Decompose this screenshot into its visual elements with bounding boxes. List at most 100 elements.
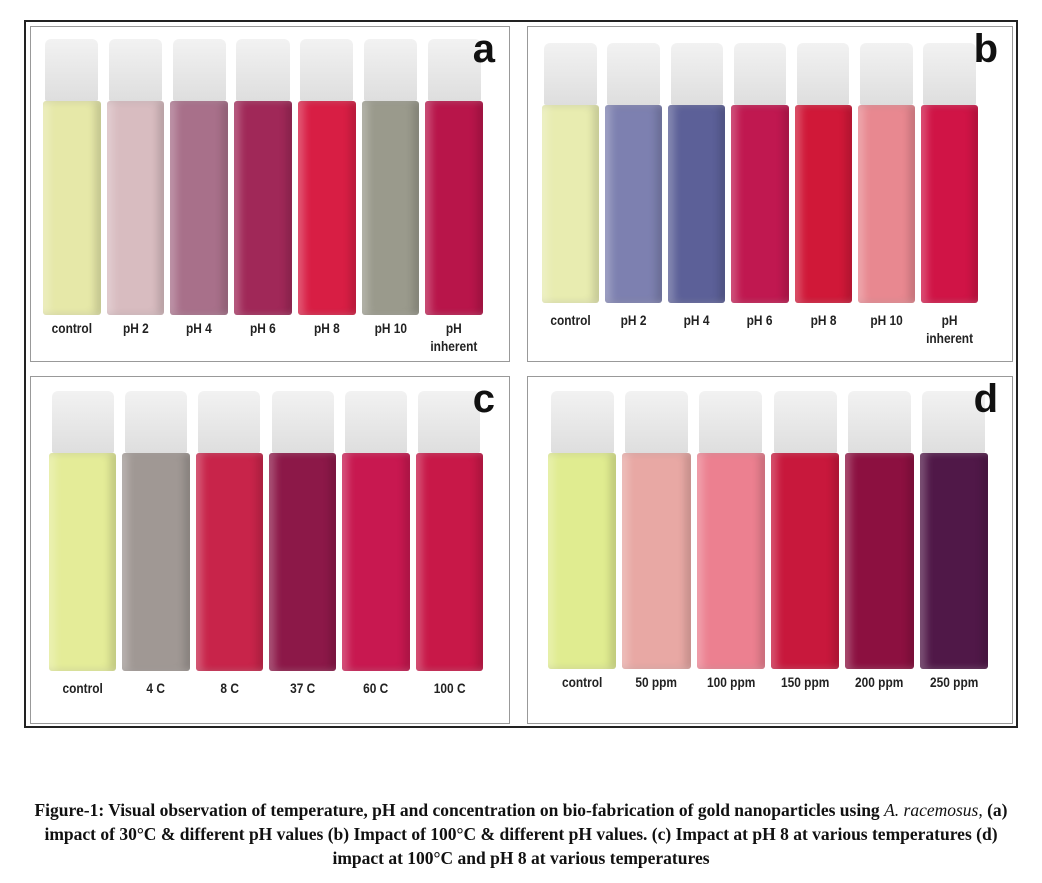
vial-cap (733, 43, 787, 105)
vial (845, 391, 914, 669)
vial-label: pH 8 (313, 320, 340, 336)
vial-cap (300, 39, 354, 101)
vial-cap (427, 39, 481, 101)
vial (542, 43, 600, 303)
vial-liquid (122, 453, 190, 671)
vial-cap (550, 391, 614, 453)
vial-cap (109, 39, 163, 101)
vial-cap (922, 391, 986, 453)
vial (622, 391, 691, 669)
vial-liquid (668, 105, 726, 303)
vial (771, 391, 840, 669)
vial-liquid (297, 101, 356, 315)
vial-cap (796, 43, 850, 105)
vial-liquid (106, 101, 165, 315)
panel: control 50 ppm 100 ppm 150 ppm 200 ppm 250 pp… (527, 376, 1013, 724)
vial-liquid (771, 453, 840, 669)
vial-liquid (920, 105, 978, 303)
vial-liquid (342, 453, 410, 671)
vial (234, 39, 292, 315)
panel: control pH 2 pH 4 pH 6 pH 8 pH 10 pH inherent b (527, 26, 1013, 362)
vial (668, 43, 726, 303)
vial-liquid (696, 453, 765, 669)
vial-cap (859, 43, 913, 105)
vial-label: control (62, 680, 103, 696)
figure-frame (24, 20, 1018, 728)
vial-cap (236, 39, 290, 101)
vial (269, 391, 337, 671)
vial-cap (271, 391, 334, 453)
vial-cap (773, 391, 837, 453)
vial-liquid (857, 105, 915, 303)
vial (425, 39, 483, 315)
vial-label: pH 10 (374, 320, 407, 336)
vial-cap (198, 391, 261, 453)
vial-label: 150 ppm (781, 674, 830, 690)
vial (605, 43, 663, 303)
panel-letter: d (973, 377, 998, 421)
vial-liquid (195, 453, 263, 671)
vial-label: control (550, 312, 591, 328)
vial-label: pH 4 (683, 312, 710, 328)
vial (361, 39, 420, 315)
vial-label: 8 C (220, 680, 239, 696)
vial (794, 43, 852, 303)
vial-label: pH 8 (810, 312, 837, 328)
vial-liquid (170, 101, 229, 315)
vial-cap (848, 391, 911, 453)
caption-lead: Figure-1: Visual observation of temperat… (34, 800, 880, 820)
vial-cap (544, 43, 597, 105)
vial-cap (923, 43, 976, 105)
vial (195, 391, 263, 671)
vial-label: 250 ppm (929, 674, 978, 690)
vial-cap (45, 39, 99, 101)
vial-label: pH inherent (925, 312, 973, 346)
vial-liquid (845, 453, 914, 669)
vial-liquid (43, 101, 101, 315)
vial-liquid (794, 105, 852, 303)
vial-label: pH 10 (870, 312, 903, 328)
caption-species: A. racemosus, (884, 800, 983, 820)
vial-liquid (542, 105, 600, 303)
vial-label: 60 C (363, 680, 389, 696)
vial-label: pH 6 (250, 320, 276, 336)
vial-cap (418, 391, 481, 453)
vial (170, 39, 229, 315)
vial-label: control (51, 320, 93, 336)
panel-letter: b (973, 27, 998, 71)
vial-label: 200 ppm (855, 674, 904, 690)
vial (919, 391, 988, 669)
vial (415, 391, 483, 671)
vial-liquid (234, 101, 292, 315)
vial (731, 43, 789, 303)
vial-label: 100 ppm (706, 674, 755, 690)
vial-label: pH inherent (430, 320, 478, 354)
vial-liquid (415, 453, 483, 671)
vial-label: pH 6 (747, 312, 773, 328)
vial (920, 43, 978, 303)
vial-cap (125, 391, 187, 453)
vial-liquid (548, 453, 617, 669)
vial (297, 39, 356, 315)
vial-cap (670, 43, 724, 105)
vial-label: pH 4 (186, 320, 213, 336)
vial-label: 4 C (146, 680, 166, 696)
vial (548, 391, 617, 669)
vial (122, 391, 190, 671)
vial (857, 43, 915, 303)
panel: control 4 C 8 C 37 C 60 C 100 C c (30, 376, 510, 724)
panel: control pH 2 pH 4 pH 6 pH 8 pH 10 pH inherent a (30, 26, 510, 362)
vial-cap (172, 39, 226, 101)
vial-cap (699, 391, 763, 453)
vial-liquid (49, 453, 117, 671)
vial (49, 391, 117, 671)
vial (342, 391, 410, 671)
vial-cap (51, 391, 114, 453)
vial (43, 39, 101, 315)
caption-rest: (a) impact of 30°C & different pH values… (44, 800, 1008, 868)
vial (696, 391, 765, 669)
vial-cap (363, 39, 417, 101)
vial-liquid (361, 101, 420, 315)
vial-label: pH 2 (122, 320, 149, 336)
